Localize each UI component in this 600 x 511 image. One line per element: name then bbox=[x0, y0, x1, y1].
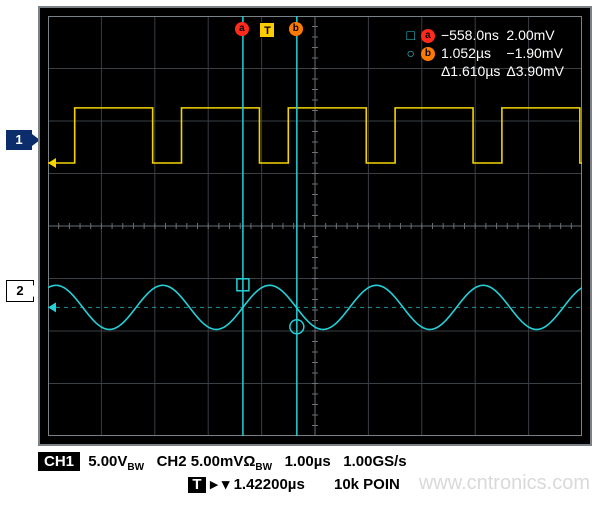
cursor-delta-time: Δ1.610µs bbox=[441, 62, 506, 80]
cursor-a-marker[interactable]: a bbox=[235, 22, 249, 36]
readout-a-badge: a bbox=[421, 29, 435, 43]
timebase: 1.00µs bbox=[285, 453, 331, 470]
watermark: www.cntronics.com bbox=[419, 472, 590, 495]
ch2-label: CH2 bbox=[157, 453, 187, 470]
trigger-time: 1.42200µs bbox=[234, 476, 305, 493]
cursor-b-volt: −1.90mV bbox=[506, 44, 570, 62]
cursor-a-time: −558.0ns bbox=[441, 26, 506, 44]
readout-row-a: □ a −558.0ns 2.00mV bbox=[406, 26, 570, 44]
cursor-a-volt: 2.00mV bbox=[506, 26, 570, 44]
oscilloscope-screen: a T b □ a −558.0ns 2.00mV ○ b 1.052µs bbox=[38, 6, 592, 446]
cursor-b-time: 1.052µs bbox=[441, 44, 506, 62]
record-length: 10k POIN bbox=[334, 476, 400, 493]
square-icon: □ bbox=[406, 26, 420, 44]
trigger-arrow: ▸ ▾ bbox=[210, 476, 229, 493]
cursor-b-marker[interactable]: b bbox=[289, 22, 303, 36]
trigger-marker[interactable]: T bbox=[259, 22, 275, 38]
sample-rate: 1.00GS/s bbox=[343, 453, 406, 470]
ch2-badge: 2 bbox=[6, 280, 34, 302]
ch2-scale: 5.00mVΩ bbox=[191, 453, 256, 470]
ch1-scale: 5.00V bbox=[88, 453, 127, 470]
readout-row-b: ○ b 1.052µs −1.90mV bbox=[406, 44, 570, 62]
trigger-label: T bbox=[188, 477, 206, 493]
readout-b-badge: b bbox=[421, 47, 435, 61]
ch1-label: CH1 bbox=[38, 452, 80, 471]
readout-row-delta: Δ1.610µs Δ3.90mV bbox=[406, 62, 570, 80]
cursor-delta-volt: Δ3.90mV bbox=[506, 62, 570, 80]
cursor-readout: □ a −558.0ns 2.00mV ○ b 1.052µs −1.90mV … bbox=[406, 26, 570, 80]
ch1-badge: 1 bbox=[6, 130, 32, 150]
circle-icon: ○ bbox=[406, 44, 420, 62]
